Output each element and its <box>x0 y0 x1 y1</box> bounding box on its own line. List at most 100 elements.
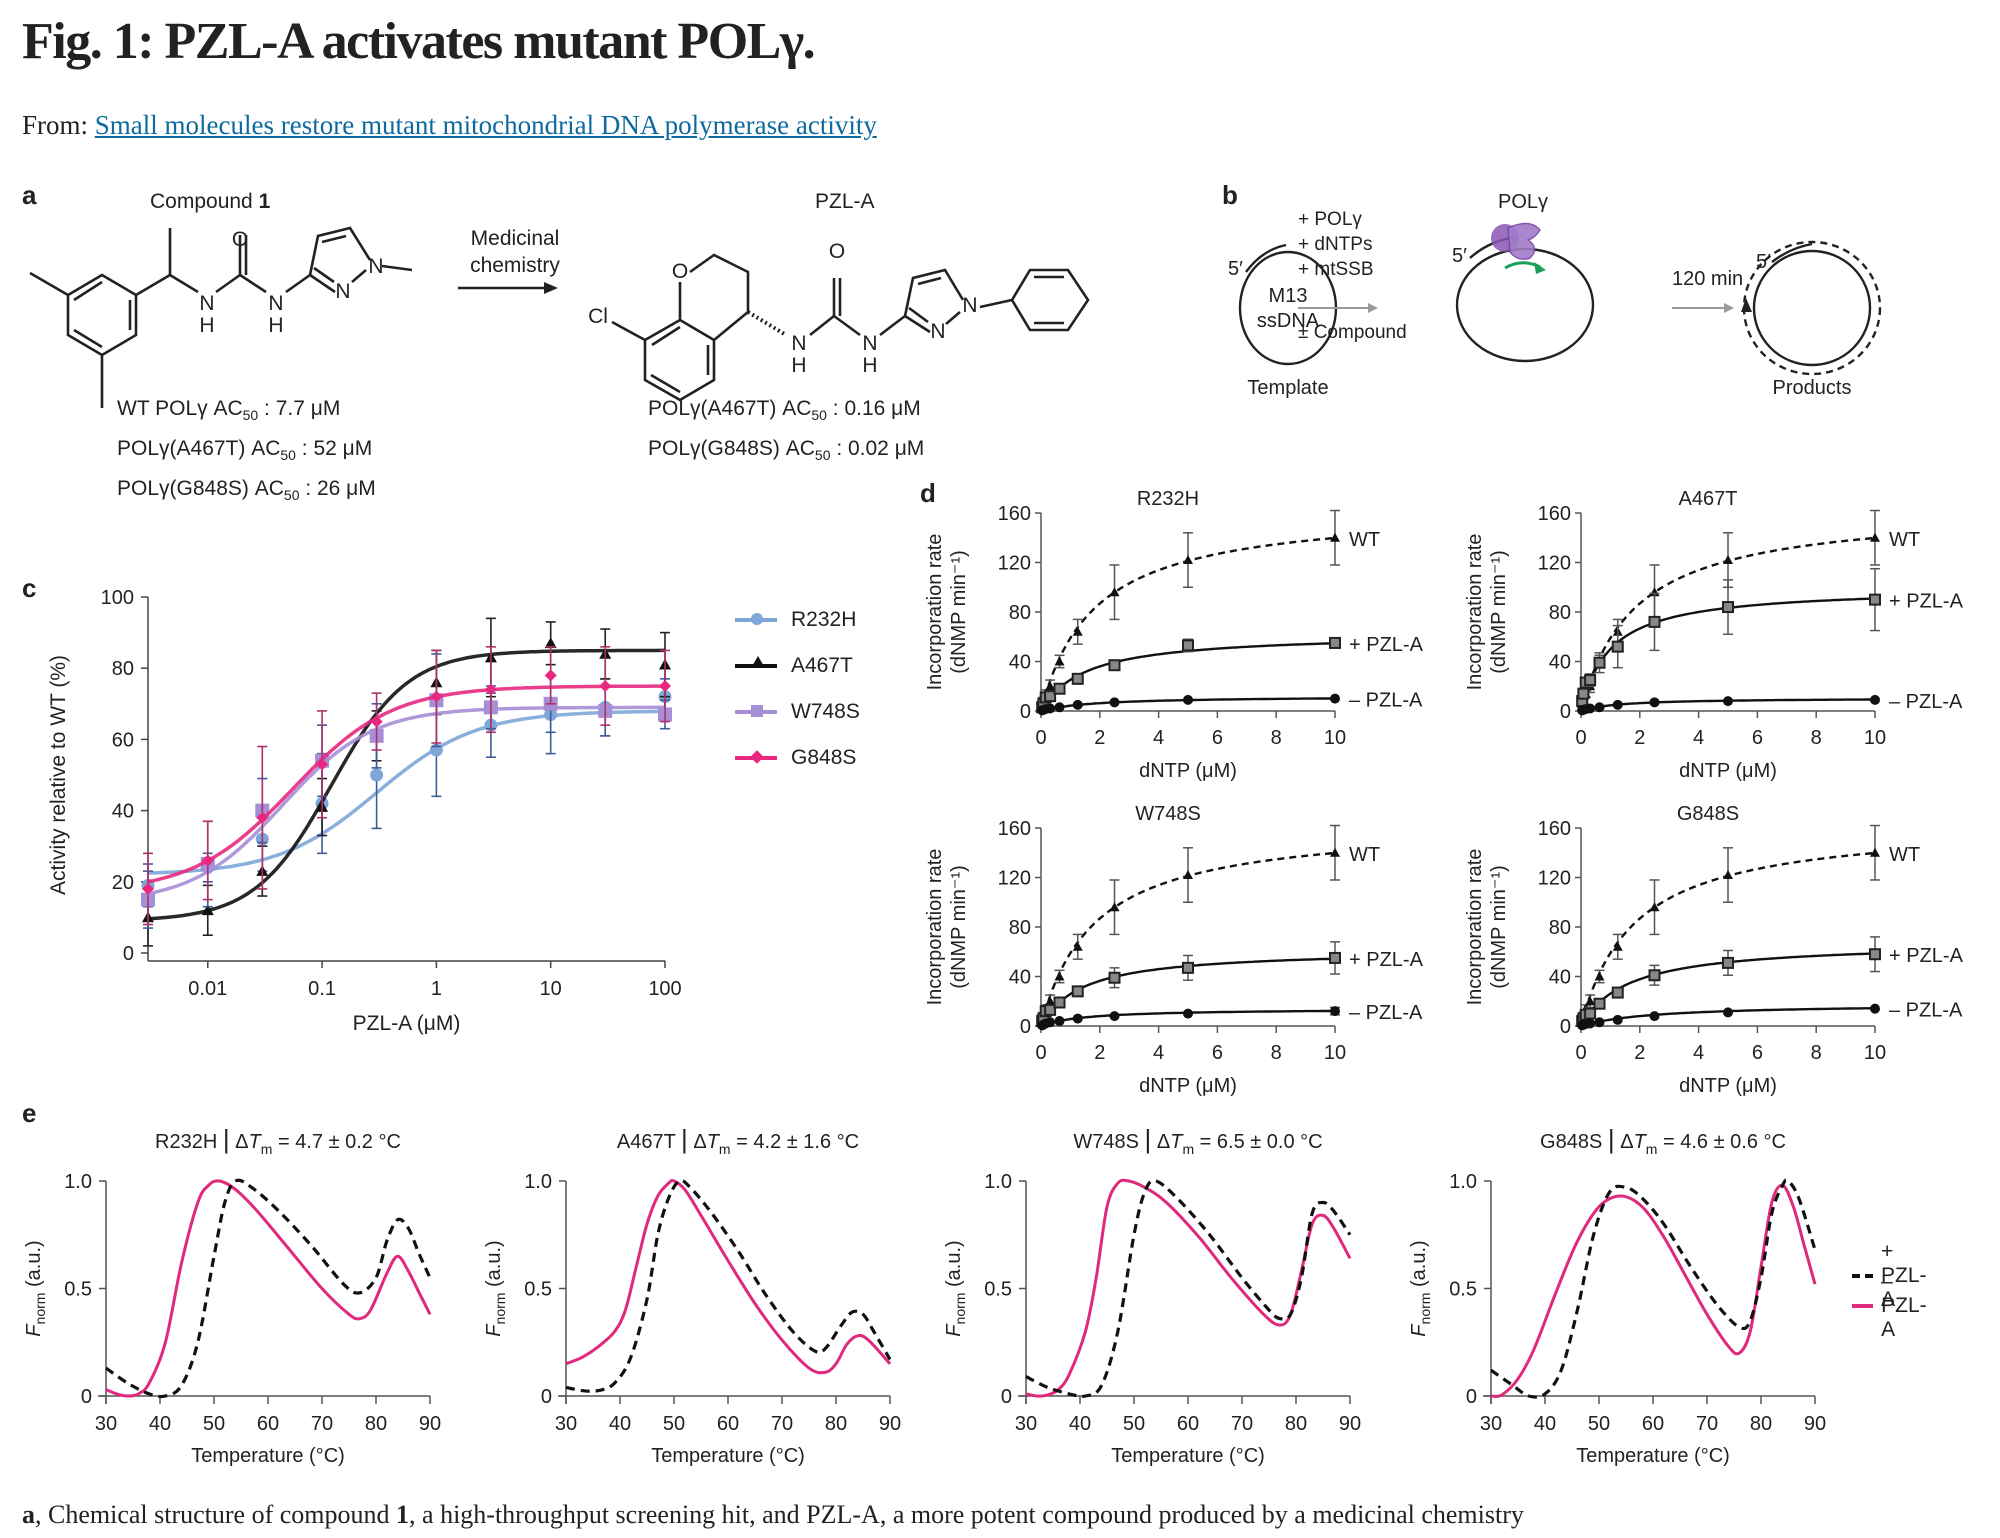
y-axis-label: Fnorm (a.u.) <box>483 1240 508 1336</box>
data-point <box>1183 870 1193 880</box>
series-label: + PZL-A <box>1349 949 1424 971</box>
compound-1-number: 1 <box>258 190 271 213</box>
legend-item: R232H <box>735 608 856 632</box>
x-tick-label: 2 <box>1094 727 1105 749</box>
fit-curve <box>147 648 665 921</box>
five-prime-label: 5′ <box>1452 245 1467 267</box>
x-tick-label: 2 <box>1094 1042 1105 1064</box>
legend-swatch <box>735 613 777 625</box>
compound-1-structure <box>29 226 413 408</box>
panel-a-letter: a <box>22 180 37 210</box>
x-tick-label: 70 <box>1231 1413 1253 1435</box>
ac50-line: POLγ(G848S) AC50 : 0.02 μM <box>648 432 924 472</box>
data-point <box>1585 1018 1596 1029</box>
data-point <box>1072 941 1083 951</box>
y-tick-label: 1.0 <box>524 1171 552 1193</box>
source-article-link[interactable]: Small molecules restore mutant mitochond… <box>94 110 877 140</box>
data-point <box>1045 681 1056 691</box>
x-tick-label: 6 <box>1752 1042 1763 1064</box>
atom-n: N <box>962 294 977 317</box>
y-tick-label: 100 <box>101 587 134 609</box>
series-plus-pzla <box>1036 636 1341 714</box>
x-tick-label: 50 <box>1588 1413 1610 1435</box>
x-tick-label: 100 <box>648 978 681 1000</box>
x-tick-label: 0.01 <box>188 978 227 1000</box>
data-point <box>1072 699 1083 710</box>
ac50-sub: 50 <box>280 447 296 464</box>
data-point <box>1585 996 1596 1006</box>
title-value: = 4.7 ± 0.2 °C <box>272 1131 401 1153</box>
legend-label: + PZL-A <box>1881 1240 1927 1311</box>
data-point <box>1045 703 1056 714</box>
data-point <box>1072 1013 1083 1024</box>
x-tick-label: 40 <box>609 1413 631 1435</box>
title-t: T <box>1634 1131 1648 1153</box>
data-point <box>1594 702 1605 713</box>
y-tick-label: 60 <box>112 729 134 751</box>
legend-marker <box>751 613 763 625</box>
data-point <box>1593 997 1606 1010</box>
x-tick-label: 40 <box>149 1413 171 1435</box>
title-t: T <box>1170 1131 1184 1153</box>
x-axis-label: Temperature (°C) <box>651 1445 805 1467</box>
data-point <box>1585 703 1596 714</box>
y-tick-label: 0.5 <box>984 1279 1012 1301</box>
plus-pzla-curve <box>1490 1178 1817 1399</box>
data-point <box>1183 1008 1193 1019</box>
y-tick-label: 80 <box>1549 917 1571 939</box>
replication-assay-diagram: 5′ M13 ssDNA Template + POLγ + dNTPs + m… <box>1228 191 1882 399</box>
title-sub: m <box>1182 1141 1194 1157</box>
y-tick-label: 0.5 <box>64 1279 92 1301</box>
grey-arrow-2 <box>1672 303 1734 313</box>
caption-compound-number: 1 <box>396 1500 410 1529</box>
title-divider: | <box>1145 1124 1152 1154</box>
data-point <box>1109 587 1120 597</box>
x-tick-label: 40 <box>1069 1413 1091 1435</box>
x-tick-label: 80 <box>825 1413 847 1435</box>
x-tick-label: 4 <box>1693 727 1704 749</box>
data-point <box>1723 696 1733 707</box>
data-point <box>1045 1017 1056 1028</box>
chart-title: G848S | ΔTm = 4.6 ± 0.6 °C <box>1540 1124 1786 1157</box>
chart-title: W748S | ΔTm = 6.5 ± 0.0 °C <box>1073 1124 1322 1157</box>
data-point <box>1054 1016 1065 1027</box>
data-point <box>1330 693 1340 704</box>
x-tick-label: 2 <box>1634 727 1645 749</box>
data-point <box>1182 639 1194 652</box>
ac50-line: POLγ(A467T) AC50 : 0.16 μM <box>648 392 924 432</box>
x-tick-label: 10 <box>540 978 562 1000</box>
data-point <box>1648 615 1661 628</box>
x-tick-label: 60 <box>257 1413 279 1435</box>
x-tick-label: 1 <box>431 978 442 1000</box>
legend-label: R232H <box>791 608 857 631</box>
title-t: T <box>249 1131 263 1153</box>
kinetics-chart-a467t: A467T 0 40 80 120 160 0 2 4 6 8 10 dNTP (μM) Incorpor… <box>1464 488 1964 782</box>
kinetics-chart-r232h: R232H 0 40 80 120 160 0 2 4 6 8 10 dNTP (μM) Incorpor… <box>924 488 1424 782</box>
ac50-prefix: POLγ(G848S) AC <box>648 437 815 461</box>
title-sub: m <box>719 1141 731 1157</box>
y-label-f: F <box>23 1323 45 1337</box>
chart-title: W748S <box>1135 803 1201 825</box>
y-tick-label: 0 <box>541 1386 552 1408</box>
legend-swatch <box>1852 1274 1874 1278</box>
x-tick-label: 6 <box>1212 1042 1223 1064</box>
y-label-sub: norm <box>492 1293 508 1325</box>
pzla-title: PZL-A <box>815 190 875 213</box>
data-point <box>1054 971 1065 981</box>
data-point <box>1870 694 1880 705</box>
x-tick-label: 50 <box>1123 1413 1145 1435</box>
y-tick-label: 80 <box>1009 917 1031 939</box>
x-tick-label: 0 <box>1575 727 1586 749</box>
data-point <box>1109 902 1120 912</box>
data-point <box>1612 1014 1623 1025</box>
x-tick-label: 10 <box>1864 1042 1886 1064</box>
x-tick-label: 8 <box>1271 1042 1282 1064</box>
y-label-sub: norm <box>1417 1293 1433 1325</box>
title-divider: | <box>681 1124 688 1154</box>
y-tick-label: 40 <box>1009 652 1031 674</box>
atom-o: O <box>672 260 688 283</box>
y-tick-label: 120 <box>1538 868 1571 890</box>
ac50-prefix: POLγ(G848S) AC <box>117 477 284 501</box>
x-axis-label: Temperature (°C) <box>191 1445 345 1467</box>
y-tick-label: 160 <box>1538 503 1571 525</box>
